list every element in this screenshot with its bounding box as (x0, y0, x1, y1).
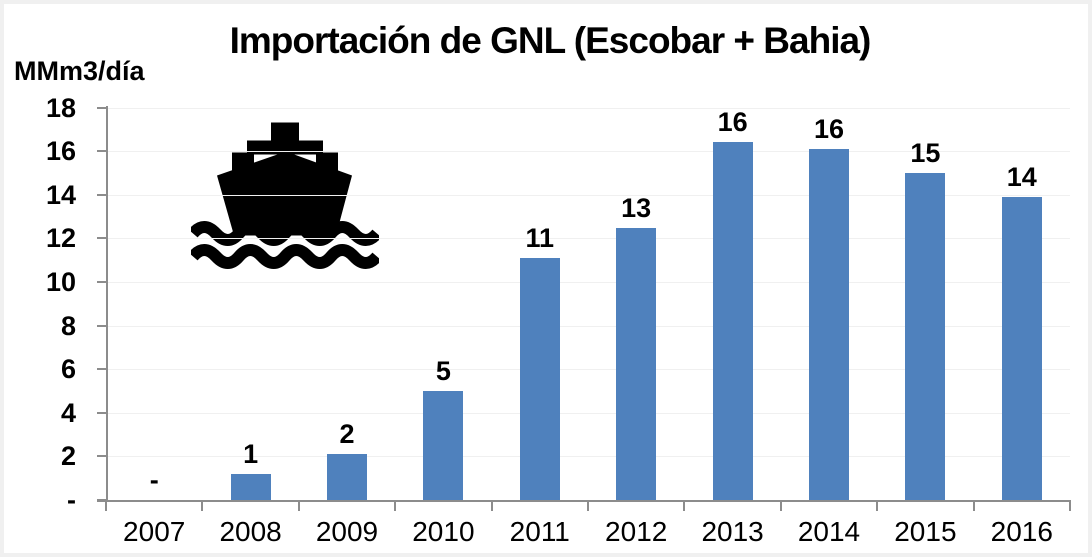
x-axis-tick (876, 500, 879, 511)
bar-label: 13 (621, 192, 652, 223)
chart-title: Importación de GNL (Escobar + Bahia) (229, 20, 872, 61)
x-axis-tick (972, 500, 975, 511)
y-axis-tick (97, 237, 106, 240)
gridline (106, 282, 1070, 283)
y-axis-tick (97, 368, 106, 371)
x-axis-tick (490, 500, 493, 511)
y-tick-label: 8 (60, 310, 76, 341)
x-tick-label-2007: 2007 (123, 516, 186, 547)
y-axis-tick (97, 324, 106, 327)
x-axis-tick (105, 500, 107, 511)
y-tick-label: 4 (60, 397, 76, 428)
gridline (106, 238, 1070, 240)
bar-2015 (905, 173, 946, 500)
bar-label: 14 (1006, 161, 1037, 192)
y-tick-label: 6 (60, 354, 76, 385)
x-tick-label-2012: 2012 (605, 516, 668, 547)
x-axis-tick (297, 500, 300, 511)
x-axis-tick (394, 500, 397, 511)
y-axis-tick (97, 281, 106, 283)
y-tick-label: 14 (45, 179, 76, 210)
x-tick-label-2009: 2009 (315, 516, 379, 547)
x-tick-label-2014: 2014 (797, 516, 861, 547)
y-axis-tick (97, 106, 106, 109)
gridline (106, 107, 1070, 109)
x-axis-tick (683, 500, 686, 511)
y-axis-unit-label: MMm3/día (14, 56, 145, 86)
x-tick-label-2015: 2015 (894, 516, 957, 547)
bar-label: 1 (243, 438, 259, 469)
gridline (106, 151, 1070, 153)
bar-2013 (712, 142, 753, 500)
y-tick-label: - (67, 485, 76, 515)
bar-label: 11 (525, 223, 555, 254)
bar-2009 (327, 454, 367, 500)
bar-2012 (616, 227, 657, 500)
bar-2008 (230, 473, 271, 500)
bar-label: 2 (339, 419, 355, 450)
x-tick-label-2016: 2016 (990, 516, 1053, 547)
y-tick-label: 10 (45, 267, 76, 297)
y-tick-label: 16 (45, 136, 76, 167)
bar-2016 (1001, 196, 1042, 500)
bar-label: - (149, 465, 159, 495)
x-axis-tick (779, 500, 782, 511)
x-tick-label-2013: 2013 (701, 516, 764, 547)
gridline (106, 194, 1070, 196)
bar-label: 5 (435, 356, 451, 386)
x-axis-tick (1069, 500, 1071, 511)
bar-2011 (519, 258, 560, 500)
x-axis-line (97, 500, 1070, 502)
y-axis-tick (97, 411, 106, 414)
y-axis-tick (97, 455, 106, 458)
bar-label: 16 (813, 114, 845, 145)
y-tick-label: 18 (45, 92, 76, 123)
gridline (106, 325, 1070, 327)
bar-label: 15 (910, 138, 941, 168)
y-tick-label: 12 (45, 223, 76, 254)
y-tick-label: 2 (60, 441, 76, 472)
bar-2014 (809, 149, 849, 500)
x-tick-label-2010: 2010 (412, 516, 475, 547)
x-axis-tick (587, 500, 589, 511)
gridline (106, 412, 1070, 414)
gridline (106, 369, 1070, 371)
y-axis-line (106, 105, 108, 502)
bar-label: 16 (717, 107, 748, 138)
y-axis-tick (97, 193, 106, 196)
bar-2010 (423, 391, 464, 500)
gridline (106, 456, 1070, 458)
y-axis-tick (97, 150, 106, 153)
x-axis-tick (201, 500, 204, 511)
x-tick-label-2011: 2011 (509, 516, 570, 547)
x-tick-label-2008: 2008 (219, 516, 282, 547)
